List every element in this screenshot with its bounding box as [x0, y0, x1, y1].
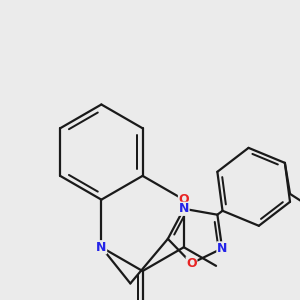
Text: N: N	[217, 242, 227, 255]
Text: N: N	[96, 241, 106, 254]
Text: O: O	[178, 193, 189, 206]
Text: O: O	[186, 257, 197, 270]
Text: N: N	[179, 202, 189, 215]
